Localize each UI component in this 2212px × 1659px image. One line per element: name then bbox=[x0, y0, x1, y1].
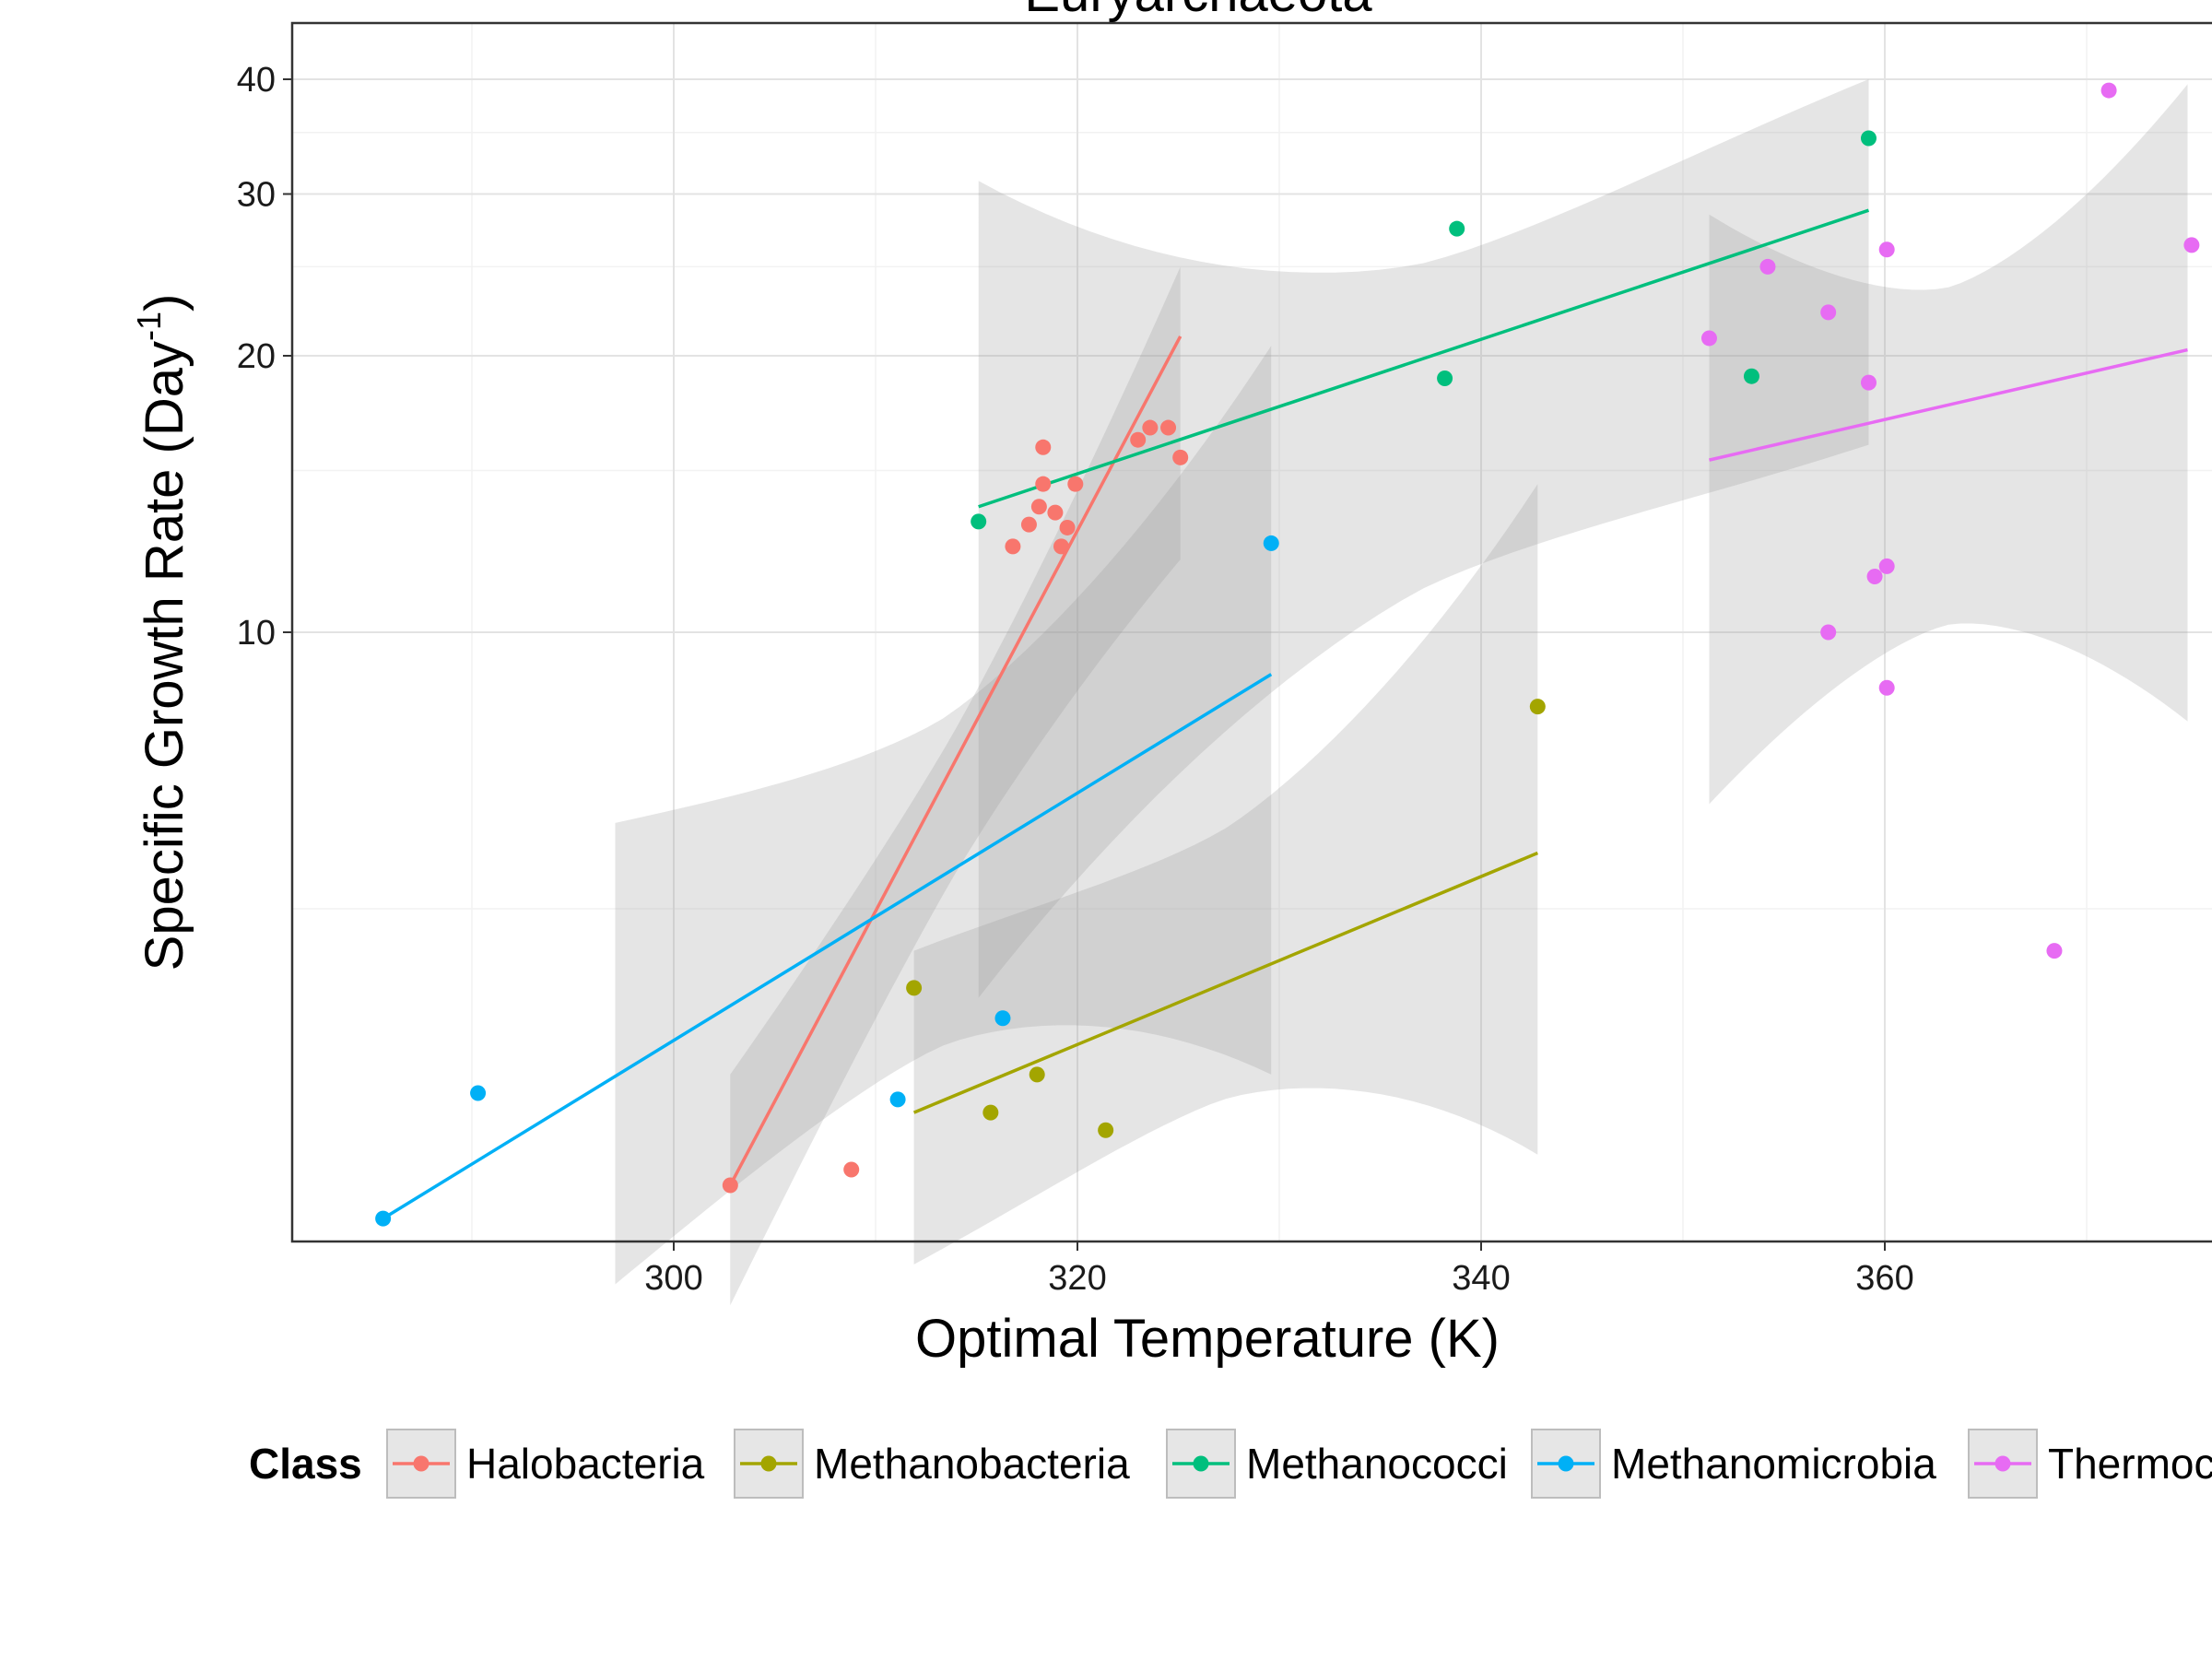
y-tick-label: 20 bbox=[237, 337, 276, 376]
data-point-halobacteria bbox=[1020, 516, 1037, 533]
y-tick-label: 40 bbox=[237, 61, 276, 100]
data-point-methanobacteria bbox=[1029, 1066, 1045, 1083]
legend-label-methanococci: Methanococci bbox=[1246, 1440, 1508, 1488]
data-point-methanococci bbox=[1437, 370, 1453, 386]
x-tick-label: 300 bbox=[644, 1259, 702, 1298]
data-point-halobacteria bbox=[1160, 419, 1177, 436]
data-point-thermococci bbox=[1878, 241, 1895, 258]
legend-title: Class bbox=[249, 1440, 362, 1488]
data-point-methanobacteria bbox=[982, 1104, 999, 1121]
data-point-methanobacteria bbox=[1529, 699, 1546, 715]
data-point-thermococci bbox=[1878, 679, 1895, 696]
data-point-halobacteria bbox=[1035, 476, 1052, 492]
x-tick-label: 360 bbox=[1855, 1259, 1913, 1298]
legend-label-methanobacteria: Methanobacteria bbox=[814, 1440, 1130, 1488]
data-point-halobacteria bbox=[1130, 431, 1147, 448]
legend-label-thermococci: Thermococci bbox=[2048, 1440, 2212, 1488]
y-axis-title-superscript: -1 bbox=[130, 312, 168, 341]
legend-key-dot-thermococci bbox=[1994, 1455, 2011, 1472]
chart-title: Euryarchaeota bbox=[1024, 0, 1372, 23]
data-point-thermococci bbox=[1866, 569, 1883, 585]
x-axis-title: Optimal Temperature (K) bbox=[915, 1309, 1500, 1369]
data-point-halobacteria bbox=[1030, 499, 1047, 515]
data-point-methanococci bbox=[971, 513, 987, 530]
y-tick-label: 30 bbox=[237, 176, 276, 215]
data-point-halobacteria bbox=[1172, 449, 1189, 465]
data-point-methanomicrobia bbox=[994, 1010, 1011, 1027]
data-point-methanomicrobia bbox=[889, 1091, 906, 1108]
data-point-thermococci bbox=[2046, 943, 2063, 959]
data-point-methanococci bbox=[1860, 130, 1877, 147]
legend-label-halobacteria: Halobacteria bbox=[466, 1440, 705, 1488]
legend: Class Halobacteria Methanobacteria Methano… bbox=[249, 1429, 2212, 1499]
data-point-halobacteria bbox=[1005, 538, 1021, 555]
data-point-halobacteria bbox=[722, 1177, 738, 1194]
data-point-halobacteria bbox=[1067, 476, 1084, 492]
major-gridlines bbox=[292, 23, 2212, 1241]
data-point-thermococci bbox=[1700, 330, 1717, 347]
data-point-methanomicrobia bbox=[1263, 535, 1279, 551]
fit-line-methanomicrobia bbox=[382, 673, 1273, 1220]
legend-label-methanomicrobia: Methanomicrobia bbox=[1611, 1440, 1936, 1488]
data-point-thermococci bbox=[2183, 237, 2200, 253]
y-axis-title: Specific Growth Rate (Day-1) bbox=[130, 294, 194, 971]
data-point-halobacteria bbox=[1035, 439, 1052, 455]
data-point-methanobacteria bbox=[1098, 1122, 1114, 1138]
data-point-halobacteria bbox=[843, 1161, 860, 1178]
y-axis: 10 20 30 40 bbox=[237, 61, 292, 653]
legend-key-dot-halobacteria bbox=[413, 1455, 429, 1472]
confidence-band-methanobacteria bbox=[913, 484, 1538, 1265]
fit-line-halobacteria bbox=[728, 335, 1182, 1186]
data-point-methanobacteria bbox=[906, 980, 923, 996]
confidence-bands bbox=[615, 79, 2188, 1306]
x-tick-label: 320 bbox=[1048, 1259, 1106, 1298]
data-point-methanomicrobia bbox=[375, 1210, 392, 1227]
fit-line-methanococci bbox=[978, 208, 1870, 509]
data-point-halobacteria bbox=[1053, 538, 1069, 555]
data-points bbox=[375, 82, 2200, 1227]
data-point-halobacteria bbox=[1142, 419, 1159, 436]
data-point-thermococci bbox=[1820, 304, 1837, 321]
data-point-methanococci bbox=[1743, 368, 1759, 384]
data-point-methanococci bbox=[1449, 220, 1465, 237]
y-tick-label: 10 bbox=[237, 614, 276, 653]
data-point-thermococci bbox=[1860, 374, 1877, 391]
data-point-methanomicrobia bbox=[470, 1085, 487, 1101]
legend-key-dot-methanobacteria bbox=[760, 1455, 777, 1472]
fit-line-methanobacteria bbox=[912, 851, 1538, 1114]
fit-lines bbox=[382, 208, 2188, 1220]
confidence-band-methanomicrobia bbox=[615, 346, 1272, 1285]
data-point-halobacteria bbox=[1047, 504, 1064, 521]
data-point-thermococci bbox=[2100, 82, 2117, 99]
confidence-band-methanococci bbox=[978, 79, 1869, 998]
y-axis-title-main: Specific Growth Rate (Day bbox=[135, 341, 194, 971]
legend-key-dot-methanococci bbox=[1193, 1455, 1209, 1472]
confidence-band-thermococci bbox=[1709, 84, 2188, 805]
legend-key-dot-methanomicrobia bbox=[1558, 1455, 1574, 1472]
x-tick-label: 340 bbox=[1452, 1259, 1510, 1298]
data-point-thermococci bbox=[1759, 258, 1776, 275]
data-point-halobacteria bbox=[1059, 519, 1076, 535]
x-axis: 300 320 340 360 bbox=[644, 1241, 1914, 1298]
fit-line-thermococci bbox=[1709, 347, 2188, 462]
y-axis-title-suffix: ) bbox=[135, 294, 194, 312]
data-point-thermococci bbox=[1820, 624, 1837, 641]
data-point-thermococci bbox=[1878, 558, 1895, 574]
